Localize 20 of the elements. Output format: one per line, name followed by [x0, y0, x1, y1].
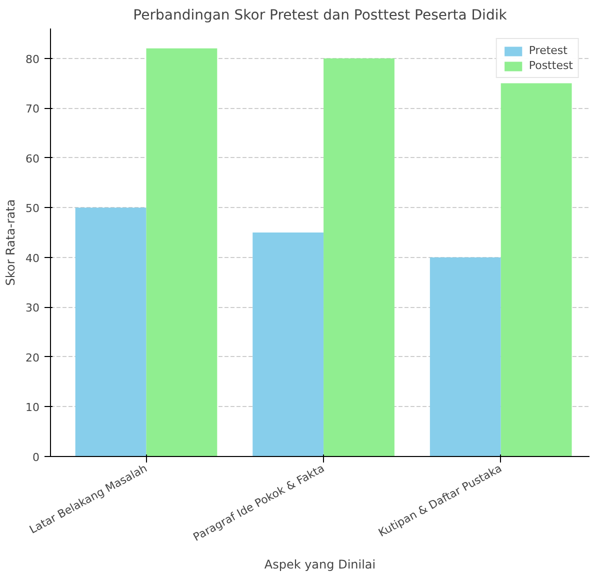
y-tick-label: 40: [26, 252, 40, 265]
bar: [75, 208, 146, 456]
y-tick-label: 60: [26, 152, 40, 166]
legend-label: Pretest: [528, 44, 568, 57]
bar: [146, 48, 218, 456]
y-axis-title: Skor Rata-rata: [4, 199, 18, 286]
legend-label: Posttest: [528, 59, 573, 72]
chart-title: Perbandingan Skor Pretest dan Posttest Peserta Didik: [133, 8, 508, 24]
x-axis-title: Aspek yang Dinilai: [264, 558, 376, 572]
y-tick-label: 0: [32, 451, 40, 464]
bar: [324, 58, 394, 456]
y-tick-label: 70: [26, 102, 40, 116]
y-tick-label: 30: [26, 302, 40, 315]
y-tick-label: 50: [26, 202, 40, 216]
bar: [430, 257, 501, 456]
bar: [252, 232, 324, 456]
y-tick-label: 20: [26, 351, 40, 364]
y-tick-label: 80: [26, 52, 40, 66]
bar: [500, 83, 572, 456]
y-tick-label: 10: [26, 401, 40, 414]
